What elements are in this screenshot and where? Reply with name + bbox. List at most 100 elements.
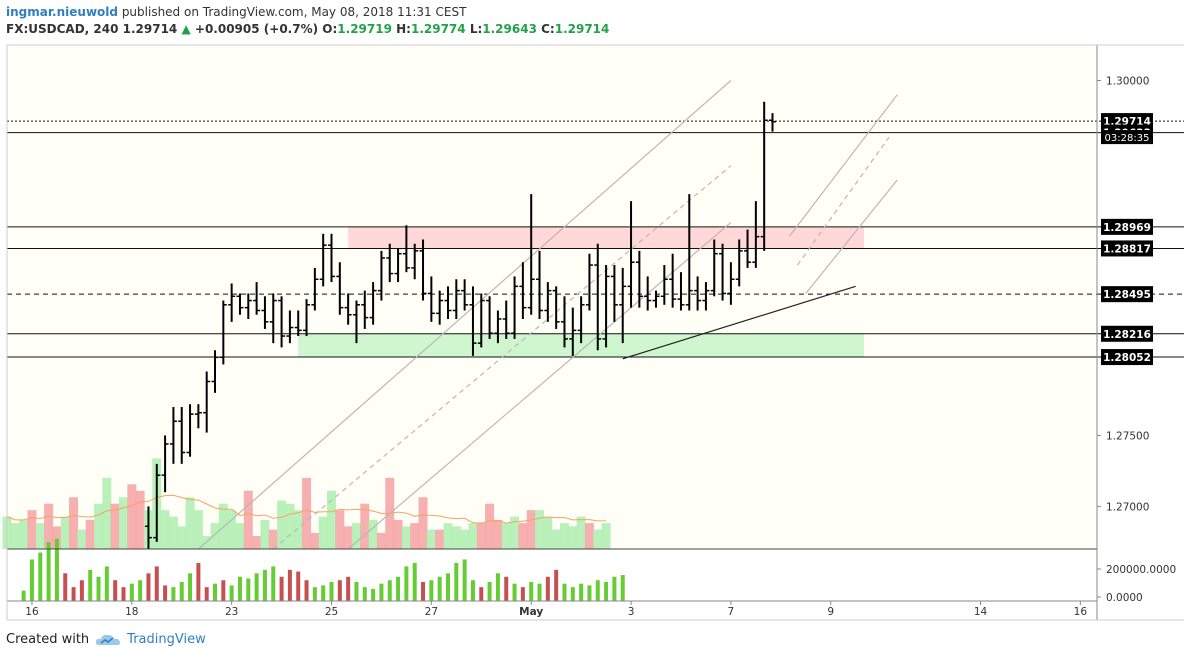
volume-bar <box>354 581 359 601</box>
volume-overlay-bar <box>10 523 20 549</box>
volume-overlay-bar <box>19 519 29 549</box>
resistance-zone <box>348 226 865 249</box>
volume-overlay-bar <box>69 497 79 549</box>
x-tick-label: 16 <box>1074 606 1088 618</box>
x-tick-label: 9 <box>827 606 834 618</box>
volume-bar <box>121 587 126 601</box>
x-tick-label: 25 <box>325 606 338 618</box>
volume-bar <box>504 576 509 601</box>
volume-overlay-bar <box>210 523 220 549</box>
support-trendline <box>622 285 856 360</box>
volume-bar <box>54 538 59 601</box>
volume-bar <box>163 585 168 601</box>
y-tick-label: 1.27000 <box>1106 501 1149 513</box>
volume-bar <box>196 562 201 601</box>
volume-bar <box>570 587 575 601</box>
price-level-label: 1.28052 <box>1103 352 1151 364</box>
close-value: 1.29714 <box>554 22 610 36</box>
volume-bar <box>154 566 159 601</box>
published-text: published on TradingView.com, May 08, 20… <box>121 5 467 19</box>
high-label: H: <box>396 22 411 36</box>
volume-overlay-bar <box>376 532 386 549</box>
channel-line <box>796 136 890 266</box>
volume-overlay-bar <box>135 490 145 549</box>
volume-bar <box>396 576 401 601</box>
volume-overlay-bar <box>335 510 345 549</box>
y-tick-label: 1.30000 <box>1106 75 1149 87</box>
high-value: 1.29774 <box>410 22 466 36</box>
volume-bar <box>21 590 26 601</box>
last-price: 1.29714 <box>122 22 178 36</box>
volume-overlay-bar <box>551 529 561 549</box>
price-level-label: 1.29714 <box>1103 116 1151 128</box>
volume-bar <box>304 580 309 601</box>
volume-overlay-bar <box>510 516 520 549</box>
volume-overlay-bar <box>277 500 287 549</box>
volume-tick-label: 0.0000 <box>1106 592 1143 604</box>
tradingview-link[interactable]: TradingView <box>127 632 206 647</box>
volume-bar <box>537 583 542 601</box>
volume-overlay-bar <box>468 523 478 549</box>
volume-bar <box>287 569 292 601</box>
volume-tick-label: 200000.0000 <box>1106 564 1176 576</box>
volume-bar <box>445 573 450 601</box>
volume-bar <box>329 581 334 601</box>
volume-bar <box>545 576 550 601</box>
channel-line <box>788 94 898 238</box>
open-value: 1.29719 <box>337 22 392 36</box>
price-level-tag <box>1101 325 1153 342</box>
volume-overlay-bar <box>568 526 578 549</box>
volume-bar <box>129 583 134 601</box>
volume-bar <box>421 581 426 601</box>
volume-overlay-bar <box>501 523 511 549</box>
volume-bar <box>620 575 625 601</box>
volume-overlay-bar <box>535 510 545 549</box>
volume-bar <box>554 569 559 601</box>
volume-bar <box>204 587 209 601</box>
volume-bar <box>271 566 276 601</box>
volume-pane <box>7 549 1097 601</box>
volume-overlay-bar <box>410 523 420 549</box>
footer: Created with TradingView <box>6 632 206 647</box>
channel-line <box>805 179 898 294</box>
volume-bar <box>587 585 592 601</box>
volume-overlay-bar <box>227 510 237 549</box>
price-level-label: 1.28495 <box>1103 289 1151 301</box>
volume-overlay-bar <box>202 536 212 549</box>
volume-bar <box>279 576 284 601</box>
author-link[interactable]: ingmar.nieuwold <box>6 5 118 19</box>
volume-bar <box>71 587 76 601</box>
volume-bar <box>529 581 534 601</box>
volume-bar <box>454 562 459 601</box>
volume-overlay-bar <box>268 529 278 549</box>
volume-overlay-bar <box>110 503 120 549</box>
volume-bar <box>379 583 384 601</box>
x-tick-label: 18 <box>125 606 138 618</box>
volume-overlay-bar <box>426 529 436 549</box>
volume-overlay-bar <box>401 526 411 549</box>
volume-overlay-bar <box>293 510 303 549</box>
volume-overlay-bar <box>243 490 253 549</box>
volume-overlay-bar <box>35 523 45 549</box>
volume-bar <box>63 573 68 601</box>
volume-bar <box>321 585 326 601</box>
publish-info: ingmar.nieuwold published on TradingView… <box>6 5 466 19</box>
volume-overlay-bar <box>485 503 495 549</box>
volume-bar <box>362 587 367 601</box>
volume-overlay-bar <box>177 526 187 549</box>
volume-bar <box>138 580 143 601</box>
volume-overlay-bar <box>393 519 403 549</box>
volume-overlay-bar <box>102 477 112 549</box>
volume-bar <box>604 581 609 601</box>
volume-overlay-bar <box>576 516 586 549</box>
volume-overlay-bar <box>302 477 312 549</box>
up-triangle-icon: ▲ <box>181 22 191 36</box>
volume-bar <box>38 552 43 601</box>
volume-bar <box>612 576 617 601</box>
channel-line <box>347 222 732 550</box>
volume-overlay-bar <box>443 523 453 549</box>
price-level-tag <box>1101 286 1153 303</box>
x-tick-label: 16 <box>25 606 39 618</box>
